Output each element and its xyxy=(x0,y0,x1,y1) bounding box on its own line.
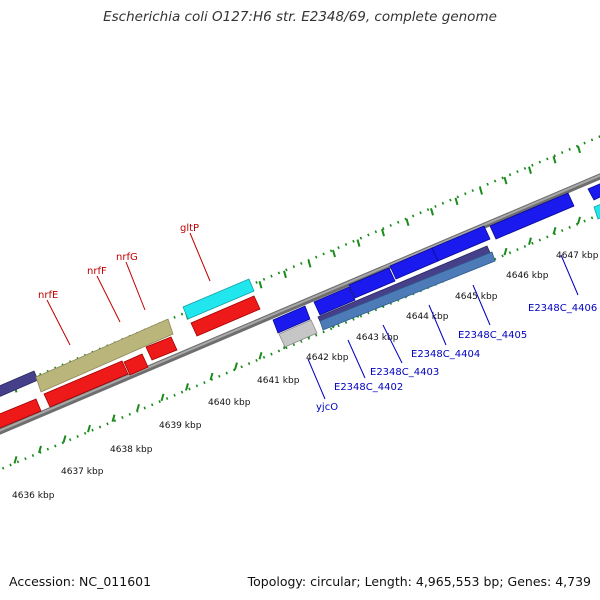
tick-label: 4645 kbp xyxy=(455,292,498,302)
tick-label: 4641 kbp xyxy=(257,376,300,386)
major-tick xyxy=(111,414,116,422)
tick-label: 4647 kbp xyxy=(556,251,599,261)
other-feature-block xyxy=(278,319,318,348)
gene-label-E2348C-4405: E2348C_4405 xyxy=(458,330,527,341)
cds-forward-arrow xyxy=(587,183,600,201)
gene-label-gltP: gltP xyxy=(180,223,199,234)
major-tick xyxy=(577,145,581,154)
major-tick xyxy=(160,393,165,402)
tick-label: 4637 kbp xyxy=(61,467,104,477)
gene-label-E2348C-4402: E2348C_4402 xyxy=(334,382,403,393)
gene-labels-bottom: yjcO E2348C_4402 E2348C_4403 E2348C_4404… xyxy=(307,254,597,413)
rna-block xyxy=(593,204,600,220)
major-tick xyxy=(503,247,508,256)
major-tick xyxy=(332,249,336,258)
major-tick xyxy=(430,208,434,216)
major-tick xyxy=(13,456,18,464)
gene-label-E2348C-4403: E2348C_4403 xyxy=(370,367,439,378)
major-tick xyxy=(234,362,238,370)
gene-label-E2348C-4406: E2348C_4406 xyxy=(528,303,597,314)
major-tick xyxy=(87,424,91,433)
cds-forward-arrow xyxy=(489,192,575,240)
tick-label: 4643 kbp xyxy=(356,333,399,343)
major-tick xyxy=(38,445,42,454)
gene-labels-top: nrfE nrfF nrfG gltP xyxy=(38,223,211,346)
tick-label: 4640 kbp xyxy=(208,398,251,408)
gene-label-nrfG: nrfG xyxy=(116,252,138,263)
major-tick xyxy=(528,237,532,245)
gene-block xyxy=(35,318,174,393)
tick-label: 4644 kbp xyxy=(406,312,449,322)
accession-label: Accession: NC_011601 xyxy=(9,574,152,589)
tick-label: 4636 kbp xyxy=(12,491,55,501)
feature-track-group xyxy=(0,183,600,429)
major-tick xyxy=(209,372,214,381)
cds-forward-arrow xyxy=(272,305,311,334)
major-tick xyxy=(577,216,581,225)
tick-label: 4639 kbp xyxy=(159,421,202,431)
tick-label: 4642 kbp xyxy=(306,353,349,363)
major-tick xyxy=(479,187,483,195)
cds-reverse-arrow xyxy=(0,398,42,429)
gene-block xyxy=(0,370,39,397)
cds-forward-arrow xyxy=(313,286,356,316)
major-tick xyxy=(528,166,532,174)
gene-label-yjcO: yjcO xyxy=(316,402,338,413)
genome-summary: Topology: circular; Length: 4,965,553 bp… xyxy=(247,574,591,589)
tick-label: 4638 kbp xyxy=(110,445,153,455)
major-tick xyxy=(552,155,557,164)
cds-reverse-arrow xyxy=(43,360,129,408)
major-tick xyxy=(307,260,312,268)
major-tick xyxy=(503,176,508,185)
cds-forward-arrow xyxy=(431,225,491,262)
gene-label-E2348C-4404: E2348C_4404 xyxy=(411,349,480,360)
major-tick xyxy=(258,280,263,289)
cds-reverse-arrow xyxy=(190,295,261,337)
gene-block xyxy=(319,251,496,331)
major-tick xyxy=(454,197,459,206)
map-title: Escherichia coli O127:H6 str. E2348/69, … xyxy=(103,9,497,25)
major-tick xyxy=(356,239,361,247)
tick-row-lower xyxy=(0,213,600,471)
cds-forward-arrow xyxy=(348,267,396,299)
genome-backbone xyxy=(0,173,600,435)
major-tick xyxy=(62,435,67,443)
tick-label: 4646 kbp xyxy=(506,271,549,281)
gene-label-nrfE: nrfE xyxy=(38,290,58,301)
major-tick xyxy=(283,270,287,279)
major-tick xyxy=(136,404,140,412)
major-tick xyxy=(381,228,385,237)
tick-labels: 4636 kbp 4637 kbp 4638 kbp 4639 kbp 4640… xyxy=(12,251,599,501)
major-tick xyxy=(258,351,263,360)
major-tick xyxy=(185,383,189,391)
cds-reverse-arrow xyxy=(123,353,149,376)
gene-label-nrfF: nrfF xyxy=(87,266,107,277)
major-tick xyxy=(552,226,557,235)
cds-reverse-arrow xyxy=(145,336,178,361)
major-tick xyxy=(405,218,410,227)
rna-block xyxy=(182,278,255,320)
